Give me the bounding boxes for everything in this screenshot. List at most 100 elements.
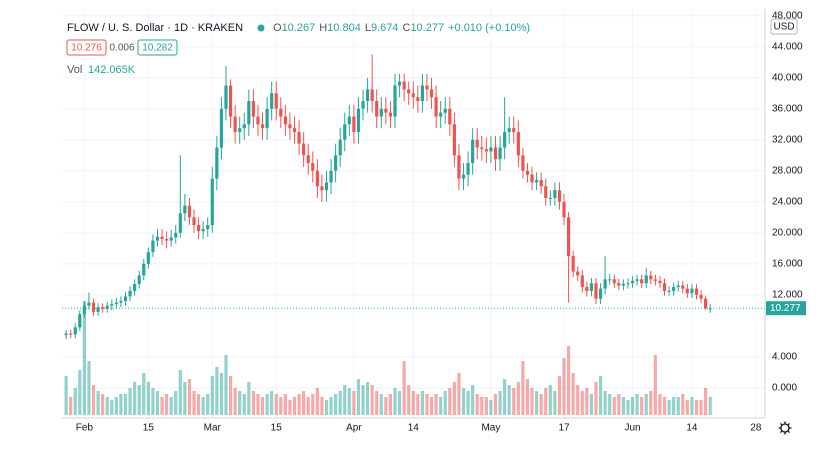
volume-bar (365, 382, 370, 415)
candle-body (439, 112, 443, 117)
volume-bar (489, 400, 493, 415)
volume-bar (516, 382, 520, 415)
candle-body (644, 275, 648, 284)
volume-bar (352, 391, 356, 415)
volume-bar (64, 376, 68, 415)
volume-bar (475, 394, 479, 415)
y-tick-label: 24.000 (772, 196, 803, 207)
volume-bar (480, 397, 484, 415)
volume-bar (123, 394, 128, 415)
volume-bar (169, 397, 173, 415)
ohlc-value: 10.277 (410, 22, 444, 34)
volume-bar (525, 379, 530, 415)
volume-bar (196, 394, 201, 415)
candle-body (580, 275, 584, 288)
volume-bar (466, 391, 470, 415)
volume-bar (402, 361, 406, 415)
candle-body (416, 97, 420, 102)
ask-box[interactable] (137, 39, 178, 56)
volume-bar (379, 394, 383, 415)
volume-bar (503, 379, 507, 415)
volume-bar (635, 394, 639, 415)
volume-bar (87, 361, 91, 415)
bid-box[interactable] (66, 39, 107, 56)
ohlc: O10.267 H10.804 L9.674 C10.277 +0.010 (+0.10… (273, 22, 530, 34)
volume-bar (539, 394, 543, 415)
volume-bar (571, 373, 575, 415)
candle-body (544, 186, 548, 198)
volume-bar (416, 394, 420, 415)
candle-body (174, 232, 178, 238)
volume-bar (694, 400, 699, 415)
volume-bar (283, 394, 287, 415)
y-tick-label: 20.000 (772, 227, 803, 238)
candle-body (598, 288, 603, 299)
candle-body (101, 307, 105, 309)
candle-body (352, 116, 356, 133)
volume-bar (302, 391, 306, 415)
settings-button[interactable] (778, 421, 792, 435)
volume-bar (562, 358, 566, 415)
volume-bar (370, 385, 374, 415)
candle-body (553, 190, 557, 198)
volume-bar (388, 394, 393, 415)
volume-bar (297, 394, 301, 415)
candle-body (347, 116, 351, 125)
candle-body (484, 149, 488, 152)
volume-bar (82, 301, 86, 415)
volume-bar (78, 370, 82, 415)
volume-bar (256, 394, 260, 415)
candle-body (128, 290, 132, 297)
candle-body (585, 287, 589, 291)
volume-bar (658, 394, 662, 415)
volume-bar (676, 397, 680, 415)
candle-body (471, 139, 475, 164)
candle-body (503, 132, 507, 148)
candle-body (429, 89, 434, 98)
last-price-label: 10.277 (770, 303, 801, 314)
volume-bar (329, 397, 333, 415)
volume-bar (443, 391, 447, 415)
volume-bar (407, 385, 411, 415)
candle-body (233, 116, 237, 133)
volume-bar (292, 397, 297, 415)
x-tick-label: Mar (204, 423, 222, 434)
volume-bar (215, 367, 219, 415)
ohlc-label: O (273, 22, 282, 34)
volume-bar (667, 400, 671, 415)
candle-body (393, 85, 397, 117)
x-tick-label: Feb (76, 423, 94, 434)
spread: 0.006 (109, 43, 134, 54)
volume-bar (279, 397, 283, 415)
candle-body (690, 288, 694, 294)
candle-body (64, 333, 68, 336)
volume-bar (238, 391, 242, 415)
y-tick-label: 0.000 (772, 383, 797, 394)
volume-bar (174, 391, 178, 415)
volume-bar (324, 400, 329, 415)
candle-body (658, 280, 662, 284)
candle-body (96, 307, 100, 312)
volume-bar (626, 400, 630, 415)
volume-bar (260, 397, 265, 415)
candle-body (238, 128, 242, 133)
candle-body (489, 147, 493, 152)
volume-bar (91, 385, 96, 415)
candle-body (676, 285, 680, 288)
volume-bar (165, 394, 169, 415)
volume-bar (251, 391, 255, 415)
volume-bar (535, 391, 539, 415)
candle-body (187, 205, 192, 218)
ohlc-value: 9.674 (371, 22, 399, 34)
candle-body (196, 225, 201, 232)
ask: 10.282 (142, 43, 173, 54)
volume-bar (420, 391, 425, 415)
volume-bar (457, 373, 461, 415)
volume-bar (338, 391, 342, 415)
currency-box[interactable] (770, 18, 798, 35)
candle-body (630, 280, 635, 284)
volume-bar (681, 394, 685, 415)
candle-body (192, 217, 196, 226)
candle-body (251, 101, 255, 117)
